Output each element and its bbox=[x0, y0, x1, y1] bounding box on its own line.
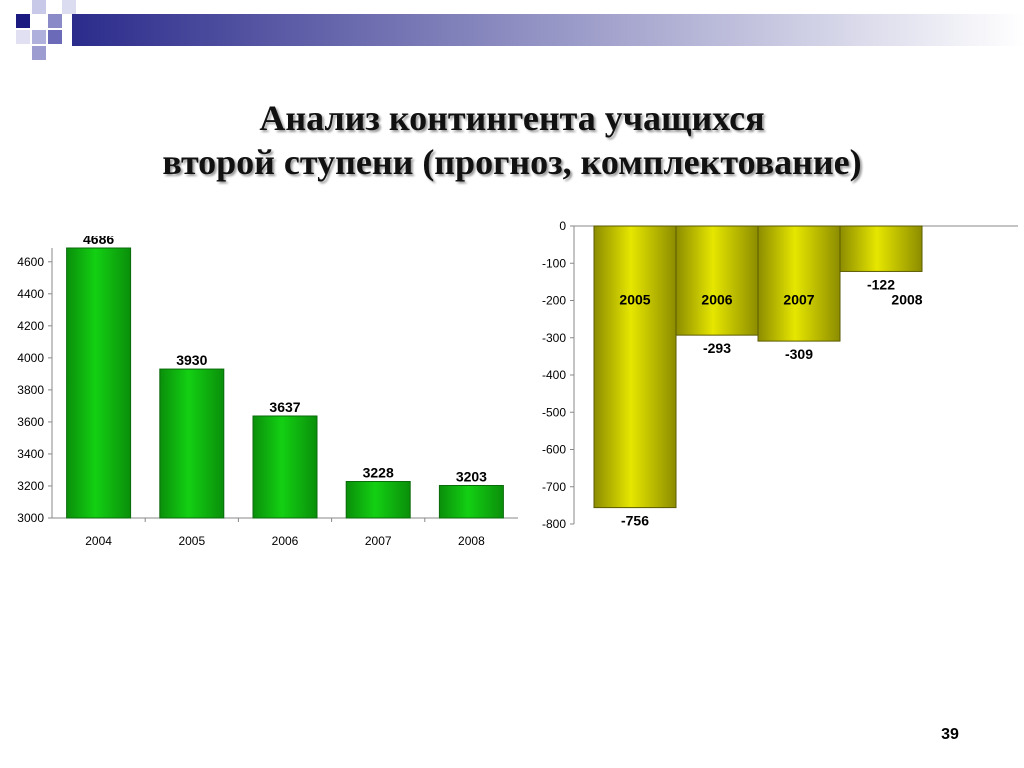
x-tick-label: 2007 bbox=[365, 534, 392, 548]
bar bbox=[839, 225, 923, 272]
y-tick-label: -300 bbox=[542, 331, 566, 345]
bar bbox=[66, 247, 132, 519]
x-tick-label: 2005 bbox=[178, 534, 205, 548]
category-label: 2008 bbox=[891, 292, 922, 308]
y-tick-label: -600 bbox=[542, 443, 566, 457]
category-label: 2007 bbox=[783, 292, 814, 308]
enrollment-bar-chart: 3000 3200 3400 3600 3800 4000 4200 4400 4600 4686… bbox=[17, 236, 518, 548]
data-label: -756 bbox=[621, 513, 649, 529]
x-tick-label: 2004 bbox=[85, 534, 112, 548]
bar bbox=[757, 225, 841, 342]
data-label: 3228 bbox=[363, 464, 394, 480]
x-tick-label: 2008 bbox=[458, 534, 485, 548]
y-tick-label: -200 bbox=[542, 294, 566, 308]
slide-title-line-2: второй ступени (прогноз, комплектование) bbox=[162, 142, 862, 182]
y-tick-label: 4200 bbox=[17, 319, 44, 333]
header-square bbox=[48, 14, 62, 28]
data-label: 3637 bbox=[269, 399, 300, 415]
page-number: 39 bbox=[941, 726, 959, 743]
header-square bbox=[32, 0, 46, 14]
y-tick-label: 4000 bbox=[17, 351, 44, 365]
header-gradient-band bbox=[72, 14, 1024, 46]
x-tick-label: 2006 bbox=[272, 534, 299, 548]
header-square bbox=[16, 14, 30, 28]
deficit-bar-chart: 0 -100 -200 -300 -400 -500 -600 -700 -800 -756 200… bbox=[542, 219, 1018, 531]
y-tick-label: 0 bbox=[559, 219, 566, 233]
data-label: 4686 bbox=[83, 236, 114, 247]
category-label: 2005 bbox=[619, 292, 650, 308]
header-decoration bbox=[16, 0, 1024, 60]
y-tick-label: 4400 bbox=[17, 287, 44, 301]
slide-title-line-1: Анализ контингента учащихся bbox=[259, 98, 765, 138]
bar bbox=[345, 480, 411, 519]
data-label: 3203 bbox=[456, 468, 487, 484]
data-label: 3930 bbox=[176, 352, 207, 368]
header-square bbox=[32, 46, 46, 60]
category-label: 2006 bbox=[701, 292, 732, 308]
data-label: -122 bbox=[867, 276, 895, 292]
header-square bbox=[48, 30, 62, 44]
y-tick-label: -400 bbox=[542, 368, 566, 382]
y-tick-label: 3800 bbox=[17, 383, 44, 397]
header-square bbox=[16, 30, 30, 44]
slide-title: Анализ контингента учащихся второй ступе… bbox=[0, 96, 1024, 184]
bar bbox=[159, 368, 225, 519]
header-square bbox=[62, 0, 76, 14]
data-label: -293 bbox=[703, 340, 731, 356]
data-label: -309 bbox=[785, 346, 813, 362]
y-tick-label: 4600 bbox=[17, 255, 44, 269]
bar bbox=[593, 225, 677, 509]
y-tick-label: -500 bbox=[542, 405, 566, 419]
bar bbox=[252, 415, 318, 519]
bar bbox=[438, 484, 504, 519]
header-square bbox=[32, 30, 46, 44]
y-tick-label: 3200 bbox=[17, 479, 44, 493]
y-tick-label: 3400 bbox=[17, 447, 44, 461]
bar bbox=[675, 225, 759, 336]
y-tick-label: -800 bbox=[542, 517, 566, 531]
y-tick-label: -700 bbox=[542, 480, 566, 494]
y-tick-label: 3600 bbox=[17, 415, 44, 429]
y-tick-label: 3000 bbox=[17, 511, 44, 525]
y-tick-label: -100 bbox=[542, 256, 566, 270]
